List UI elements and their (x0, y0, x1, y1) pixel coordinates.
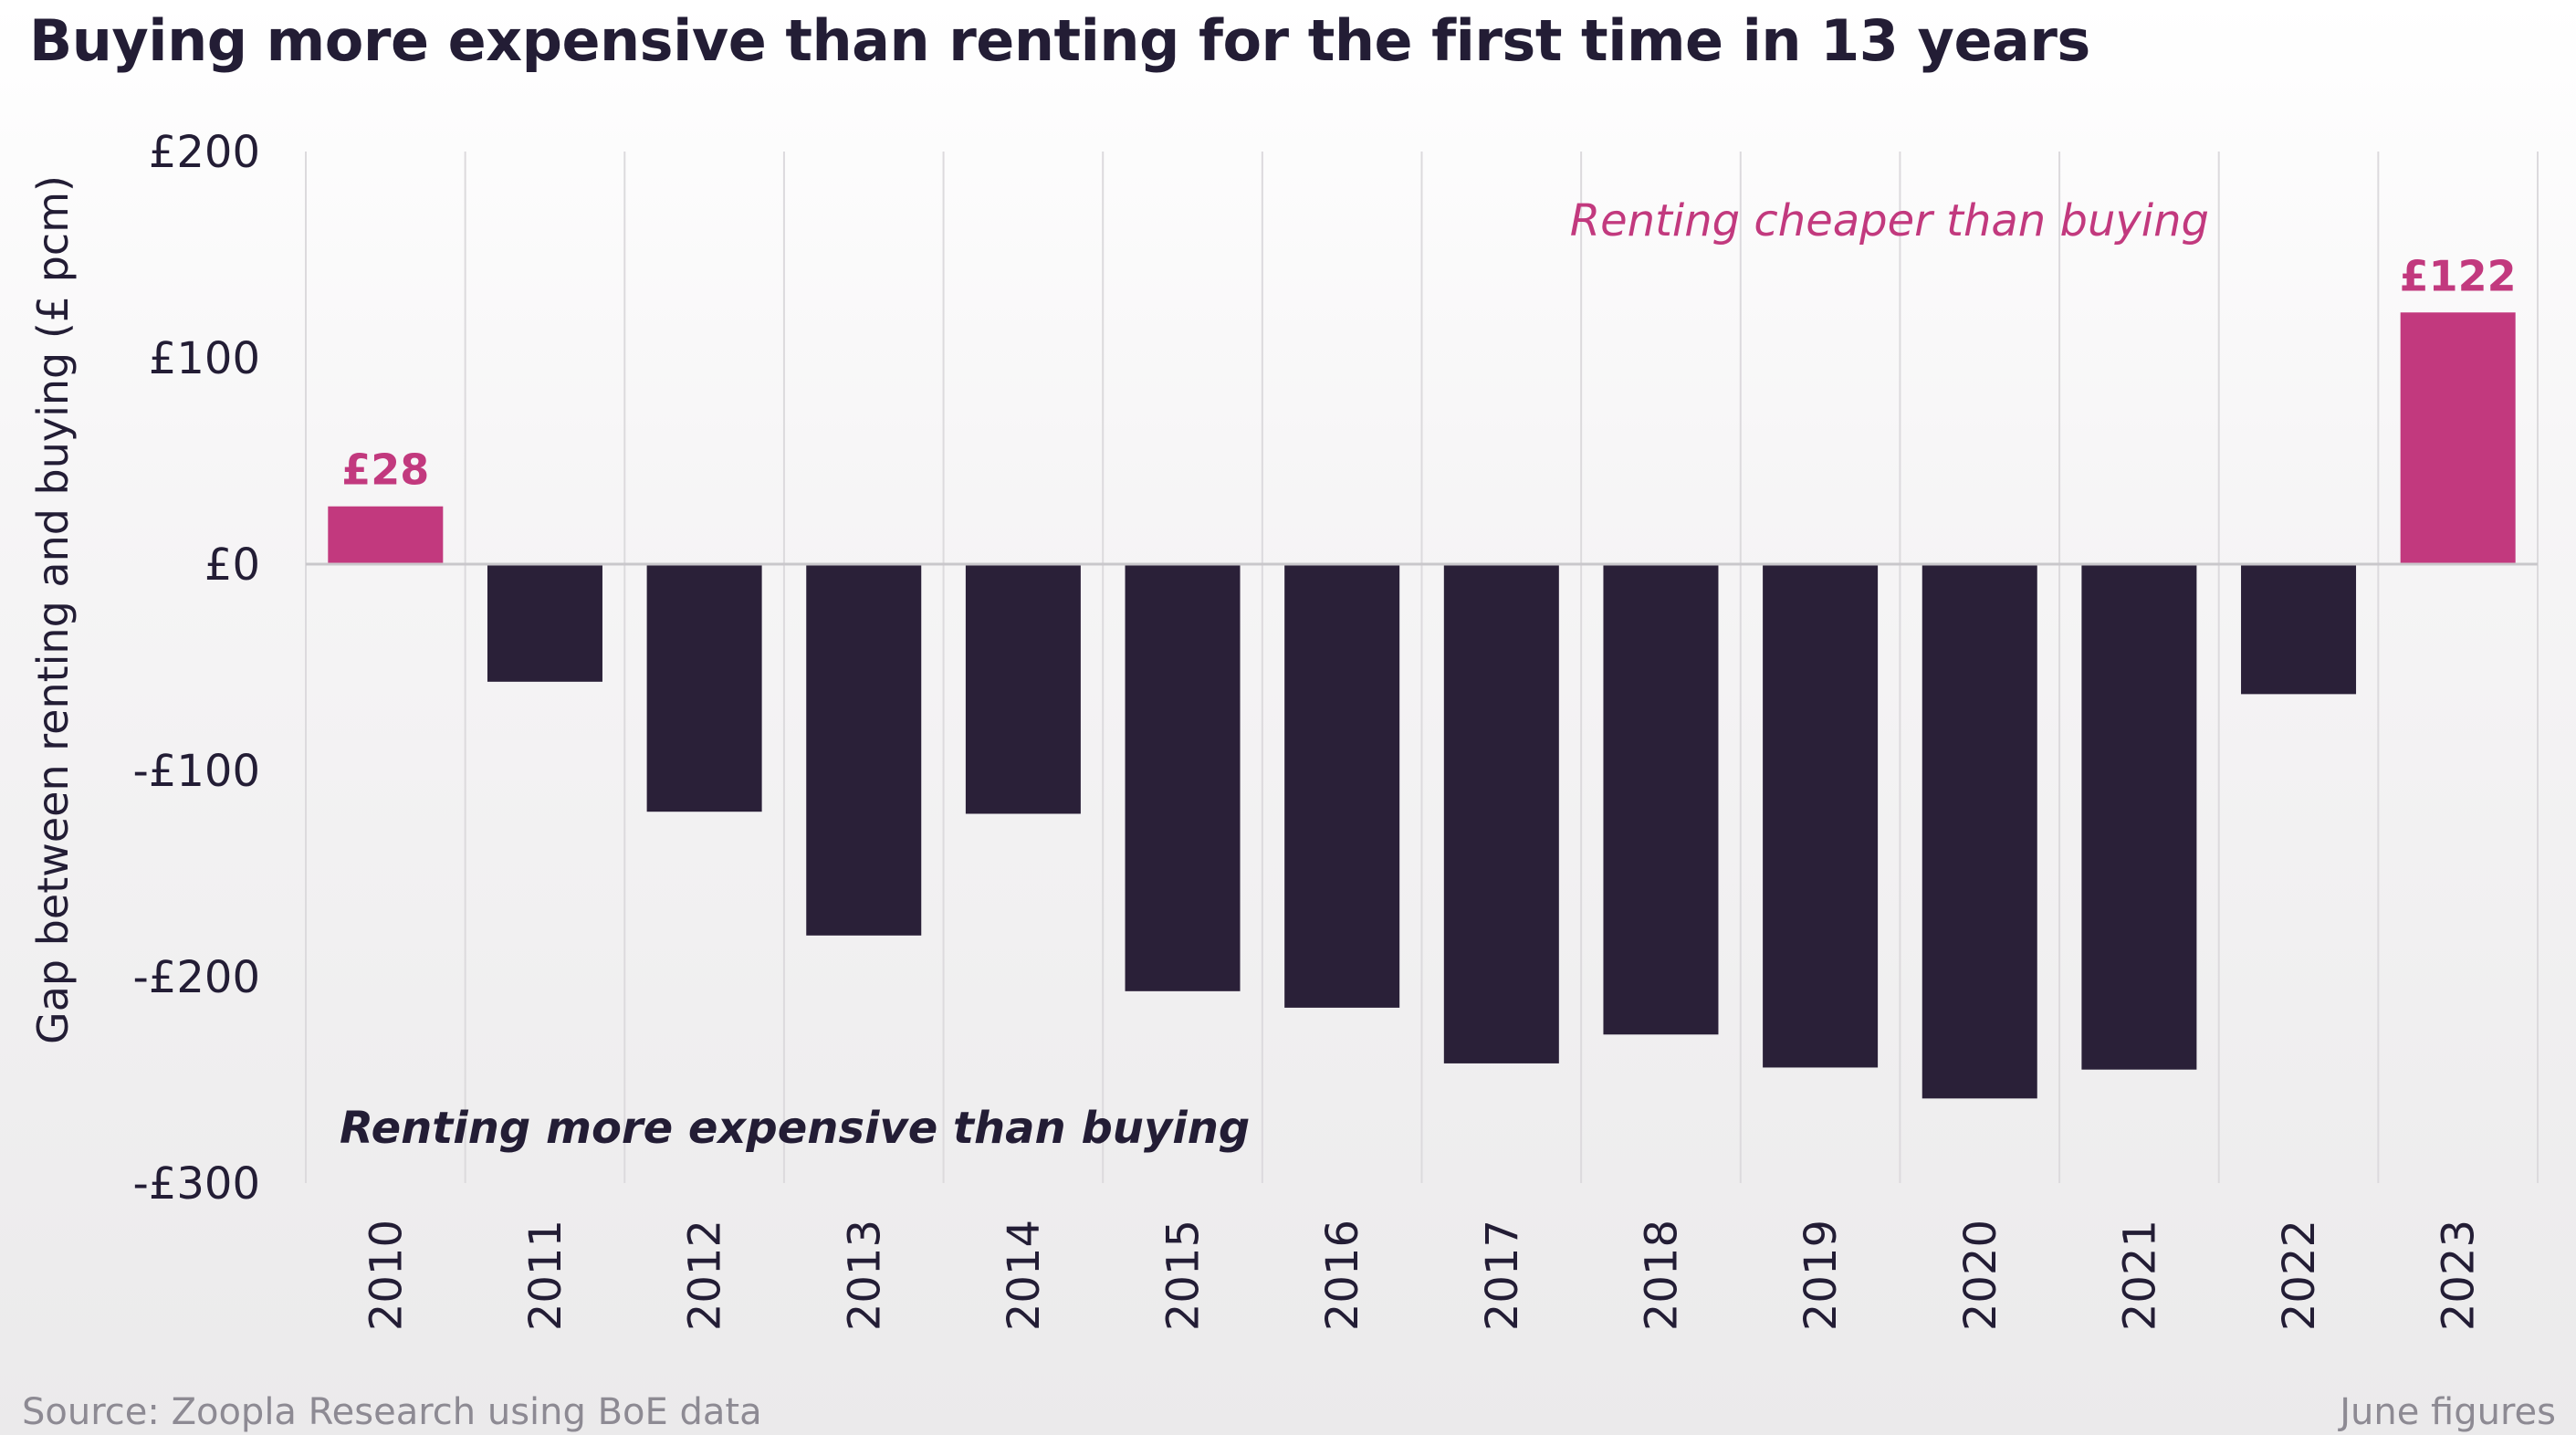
bar-2012 (646, 564, 762, 812)
bar-2013 (806, 564, 922, 936)
chart-title: Buying more expensive than renting for t… (29, 7, 2090, 74)
bar-2022 (2241, 564, 2357, 695)
annotation-renting-cheaper: Renting cheaper than buying (1570, 195, 2209, 246)
figures-note: June figures (2340, 1391, 2556, 1433)
bar-2020 (1922, 564, 2037, 1099)
source-note: Source: Zoopla Research using BoE data (22, 1391, 762, 1433)
x-tick-label: 2020 (1955, 1220, 2006, 1331)
x-tick-label: 2016 (1317, 1220, 1368, 1331)
x-tick-label: 2019 (1796, 1220, 1847, 1331)
x-tick-label: 2011 (520, 1220, 571, 1331)
x-tick-label: 2017 (1477, 1220, 1528, 1331)
data-label: £28 (341, 445, 429, 495)
bar-2015 (1125, 564, 1241, 991)
bar-2014 (965, 564, 1081, 814)
bar-2011 (487, 564, 602, 682)
bar-2019 (1763, 564, 1879, 1068)
annotation-renting-more-expensive: Renting more expensive than buying (340, 1103, 1250, 1154)
x-tick-label: 2012 (680, 1220, 731, 1331)
y-axis-label: Gap between renting and buying (£ pcm) (28, 175, 78, 1044)
x-tick-label: 2013 (839, 1220, 890, 1331)
bar-2018 (1603, 564, 1719, 1035)
bar-2021 (2081, 564, 2197, 1070)
x-tick-label: 2018 (1636, 1220, 1687, 1331)
y-tick-label: -£100 (133, 746, 260, 797)
x-tick-label: 2015 (1158, 1220, 1209, 1331)
bar-2017 (1443, 564, 1559, 1063)
bar-2023 (2400, 312, 2516, 564)
y-tick-label: £0 (204, 539, 260, 591)
data-label: £122 (2400, 251, 2517, 300)
x-tick-label: 2022 (2274, 1220, 2325, 1331)
x-tick-label: 2010 (361, 1220, 412, 1331)
x-tick-label: 2014 (999, 1220, 1050, 1331)
y-tick-label: -£200 (133, 952, 260, 1003)
x-tick-label: 2021 (2114, 1220, 2165, 1331)
x-tick-label: 2023 (2434, 1220, 2485, 1331)
y-tick-label: £100 (149, 333, 260, 384)
bar-2016 (1284, 564, 1400, 1008)
y-tick-label: £200 (149, 127, 260, 178)
bar-2010 (328, 506, 444, 564)
y-tick-label: -£300 (133, 1158, 260, 1210)
